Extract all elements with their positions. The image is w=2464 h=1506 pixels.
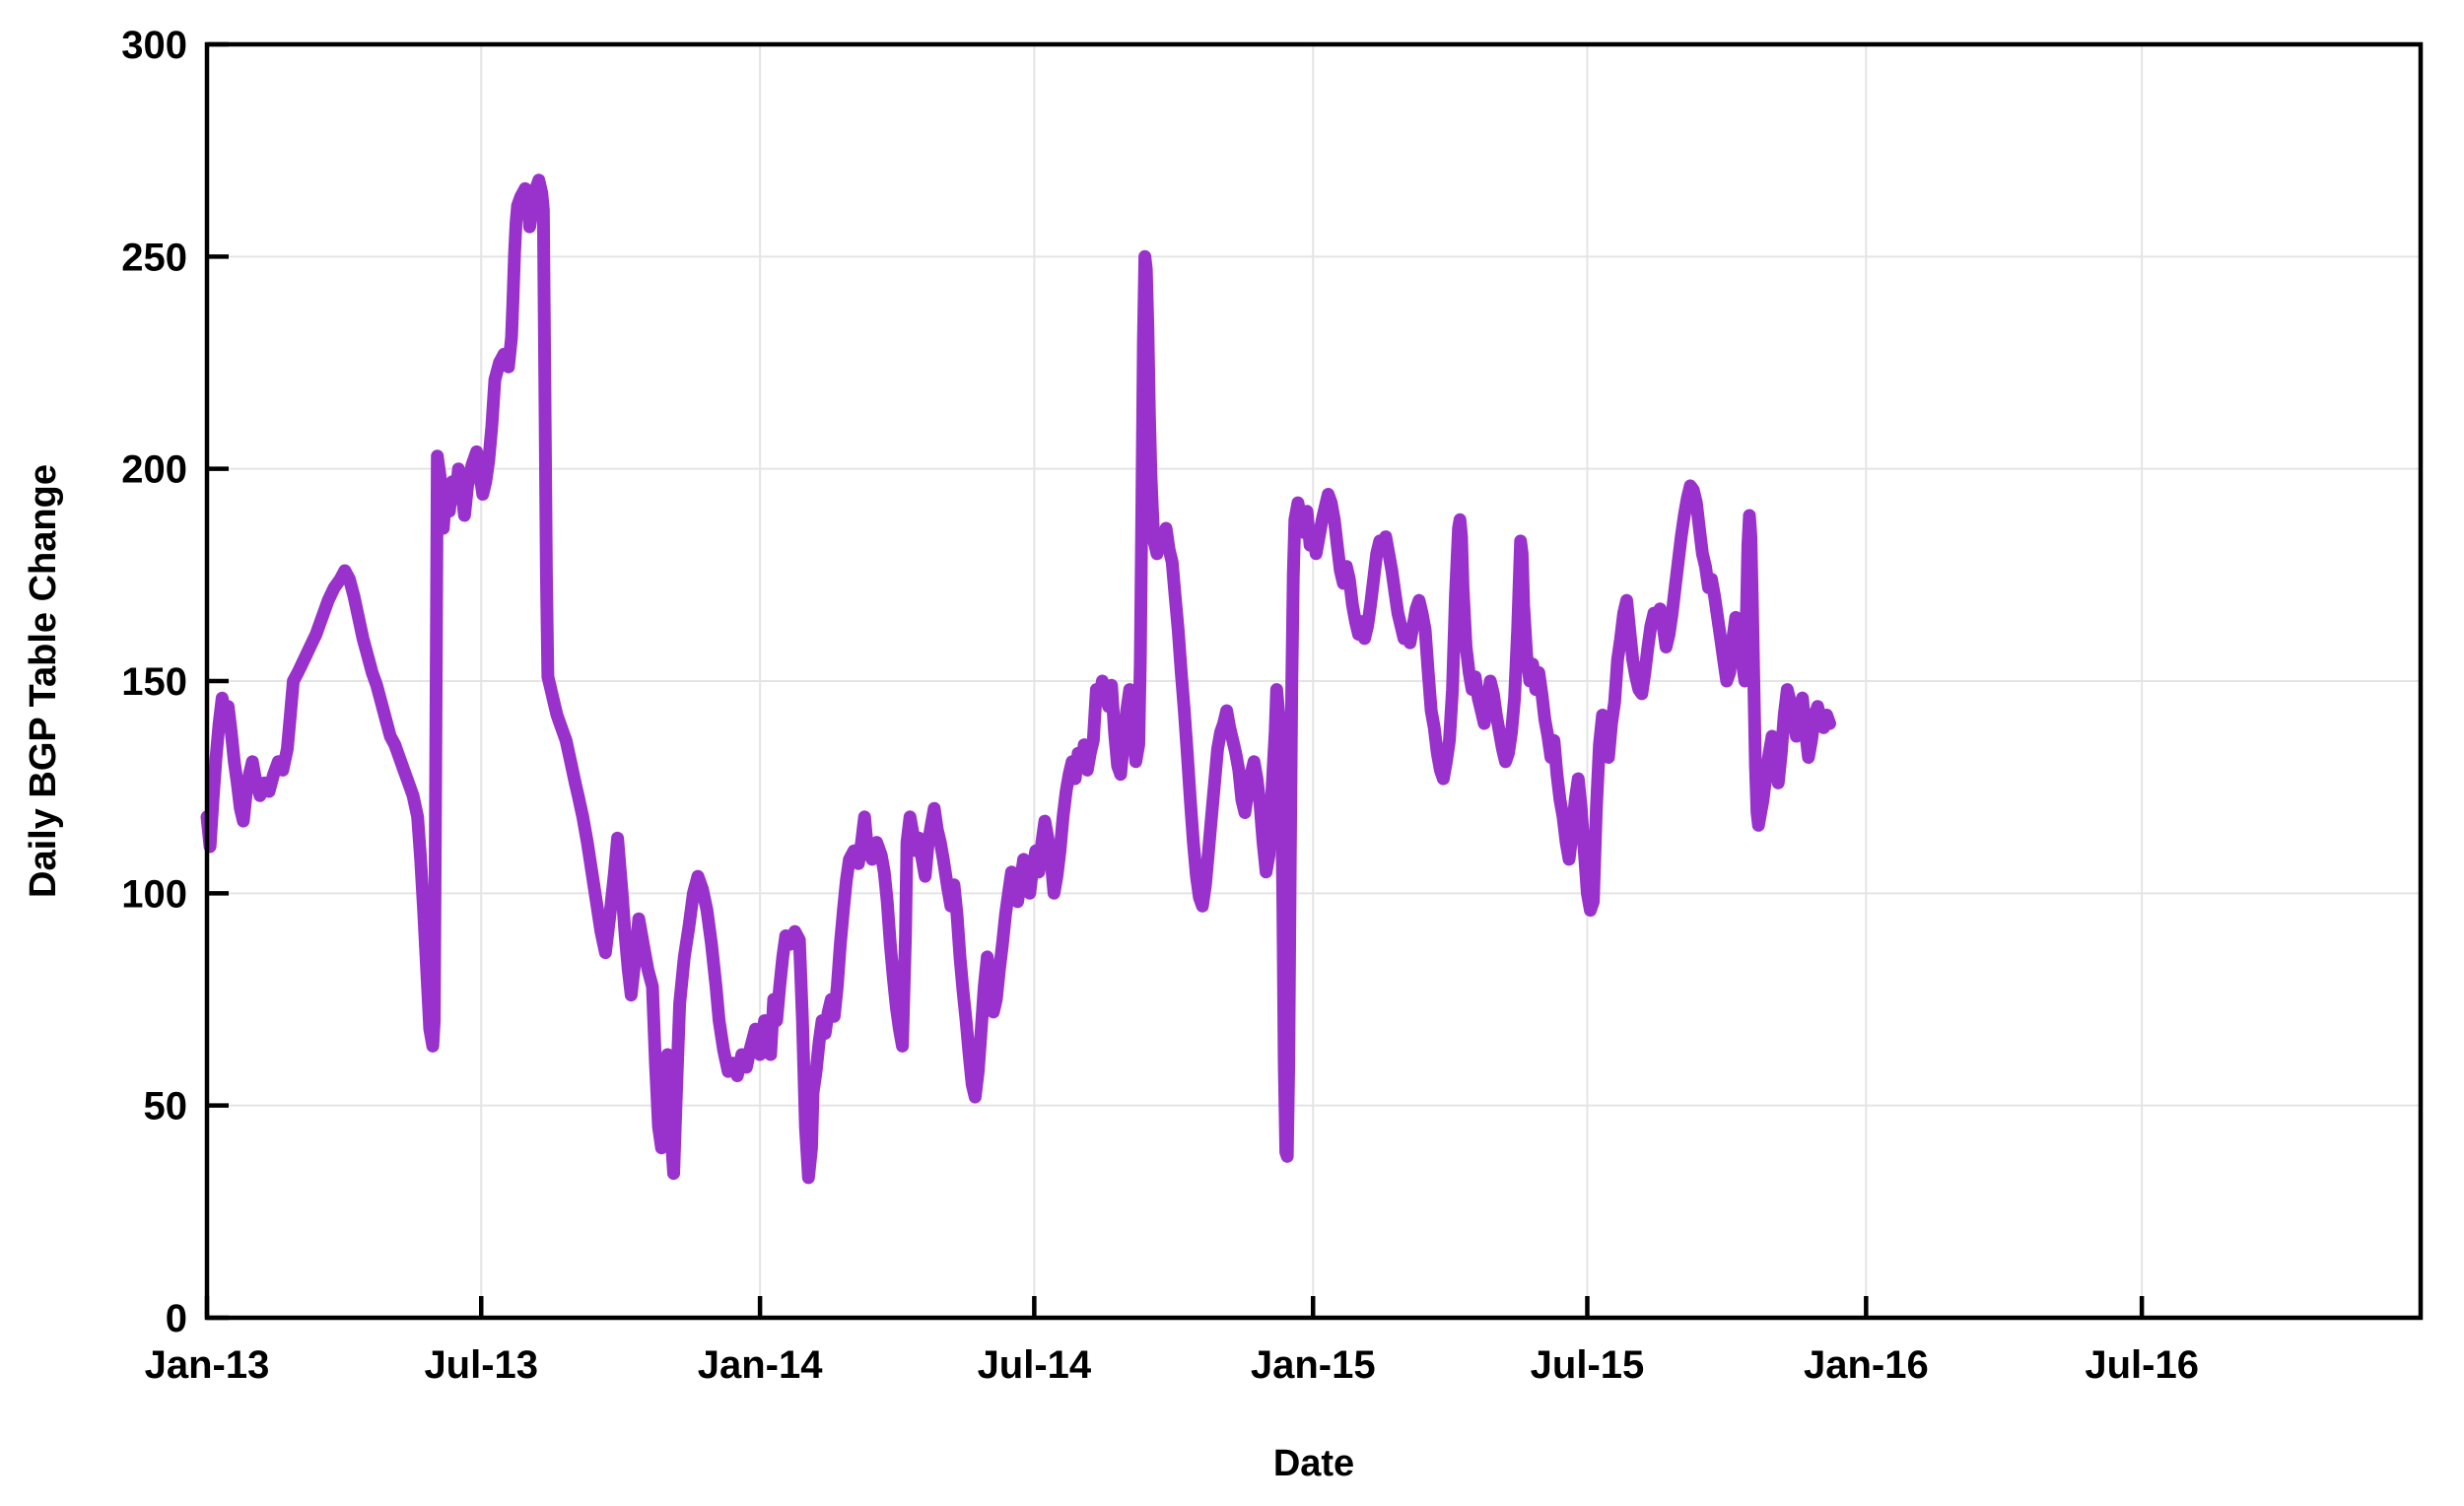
y-tick-label: 300 <box>121 24 187 67</box>
x-tick-label: Jan-16 <box>1804 1343 1929 1387</box>
y-tick-label: 200 <box>121 448 187 492</box>
x-tick-label: Jul-16 <box>2085 1343 2199 1387</box>
y-tick-label: 250 <box>121 236 187 279</box>
y-tick-label: 150 <box>121 660 187 704</box>
x-tick-label: Jan-14 <box>698 1343 823 1387</box>
tick-labels: 0 50 100 150 200 250 300 Jan-13 Jul-13 Jan-14 Jul-… <box>121 24 2199 1387</box>
gridlines <box>207 44 2421 1318</box>
x-tick-label: Jul-13 <box>424 1343 538 1387</box>
data-series <box>200 173 1836 1185</box>
x-axis-title: Date <box>1273 1443 1354 1484</box>
x-tick-label: Jul-15 <box>1531 1343 1645 1387</box>
y-tick-label: 50 <box>144 1085 188 1129</box>
x-tick-label: Jan-13 <box>145 1343 270 1387</box>
y-axis-title: Daily BGP Table Change <box>23 464 64 898</box>
x-tick-label: Jul-14 <box>978 1343 1092 1387</box>
bgp-table-change-line <box>200 173 1836 1185</box>
y-tick-label: 100 <box>121 872 187 916</box>
axes-and-ticks <box>204 41 2424 1321</box>
y-tick-label: 0 <box>166 1297 187 1340</box>
x-tick-label: Jan-15 <box>1251 1343 1376 1387</box>
